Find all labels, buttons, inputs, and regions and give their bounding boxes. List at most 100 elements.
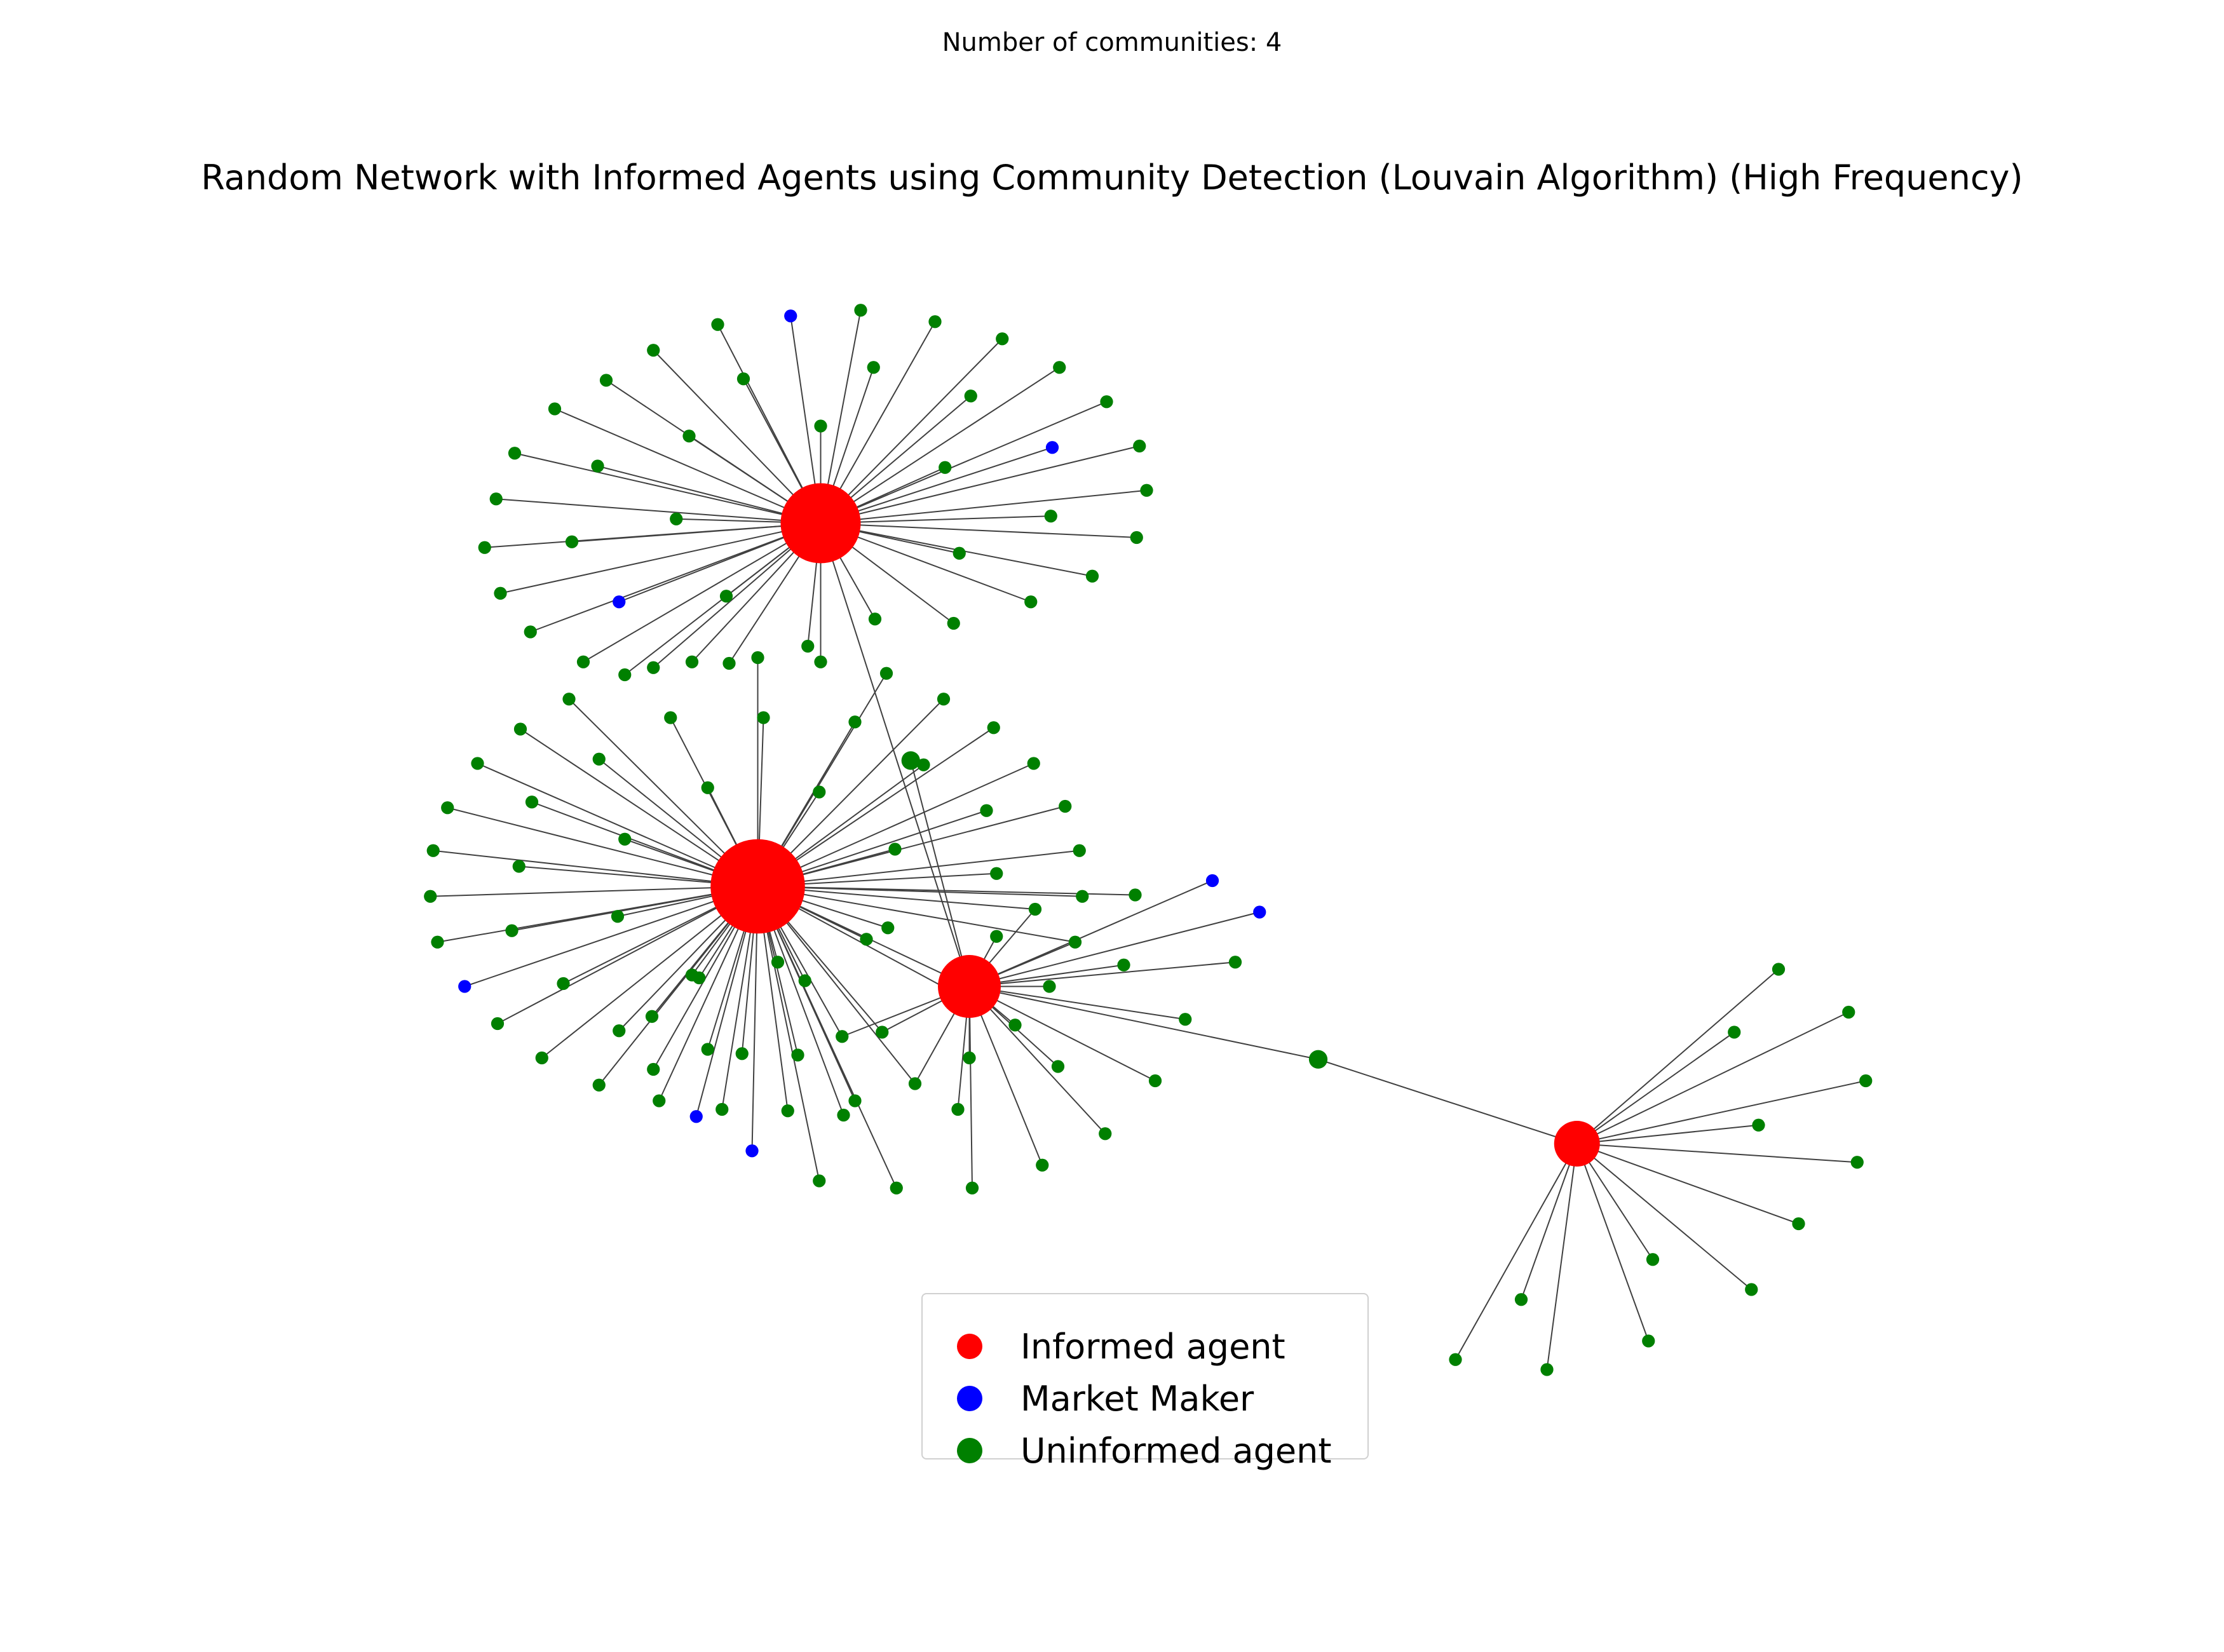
uninformed-agent-node — [1228, 956, 1242, 969]
edge — [757, 762, 1034, 887]
legend-item-market-maker: Market Maker — [923, 1373, 1254, 1424]
edge — [447, 807, 758, 887]
uninformed-agent-node — [1024, 595, 1038, 609]
uninformed-agent-node — [881, 921, 895, 935]
uninformed-agent-node — [592, 1078, 606, 1092]
edge — [820, 447, 1053, 524]
market-maker-node — [458, 980, 471, 993]
legend-marker-market-maker — [957, 1386, 982, 1411]
uninformed-agent-node — [1772, 963, 1786, 976]
uninformed-agent-node — [791, 1048, 804, 1062]
uninformed-agent-node — [613, 1024, 626, 1038]
uninformed-agent-node — [489, 492, 503, 506]
edge — [514, 452, 821, 524]
uninformed-agent-node — [937, 693, 951, 706]
edge — [1576, 968, 1779, 1144]
edge — [969, 985, 1319, 1060]
uninformed-agent-node — [1140, 484, 1153, 497]
informed-agent-node — [780, 483, 861, 564]
market-maker-node — [745, 1144, 759, 1158]
uninformed-agent-node — [1059, 799, 1072, 813]
uninformed-agent-node — [512, 860, 525, 873]
uninformed-agent-node — [964, 389, 977, 403]
uninformed-agent-node — [1085, 569, 1099, 583]
legend-label-uninformed: Uninformed agent — [1020, 1430, 1332, 1471]
uninformed-agent-node — [535, 1051, 548, 1065]
uninformed-agent-node — [611, 910, 625, 923]
edge — [969, 985, 1186, 1020]
edge — [500, 522, 821, 594]
uninformed-agent-node — [618, 668, 632, 682]
edge — [1576, 1012, 1849, 1144]
uninformed-agent-node — [1745, 1283, 1758, 1296]
uninformed-agent-node — [757, 711, 770, 724]
uninformed-agent-node — [1133, 439, 1146, 453]
uninformed-agent-node — [599, 374, 613, 387]
uninformed-agent-node — [645, 1010, 659, 1023]
uninformed-agent-node — [1117, 958, 1130, 972]
edge — [820, 489, 1147, 524]
edge — [437, 886, 758, 943]
edge — [820, 367, 1060, 524]
uninformed-agent-node — [592, 752, 606, 766]
uninformed-agent-node — [888, 843, 902, 856]
edge — [757, 886, 897, 1189]
uninformed-agent-node — [1100, 395, 1113, 409]
uninformed-agent-node — [491, 1017, 505, 1031]
edge — [1454, 1143, 1578, 1360]
uninformed-agent-node — [798, 974, 811, 987]
uninformed-agent-node — [947, 616, 960, 630]
uninformed-agent-node — [735, 1047, 749, 1060]
uninformed-agent-node — [701, 781, 714, 794]
edge — [653, 349, 822, 524]
uninformed-agent-node — [990, 867, 1003, 880]
uninformed-agent-node — [996, 332, 1009, 346]
uninformed-agent-node — [1027, 757, 1040, 770]
edge — [968, 985, 1106, 1134]
uninformed-agent-node — [987, 721, 1000, 735]
edge — [1576, 1124, 1759, 1144]
uninformed-agent-node — [1308, 1050, 1328, 1069]
uninformed-agent-node — [591, 459, 604, 473]
edge — [477, 762, 758, 887]
uninformed-agent-node — [813, 785, 826, 799]
uninformed-agent-node — [1076, 890, 1089, 903]
uninformed-agent-node — [860, 933, 873, 946]
uninformed-agent-node — [664, 711, 677, 724]
uninformed-agent-node — [736, 372, 750, 386]
legend-marker-uninformed — [957, 1438, 982, 1463]
edge — [1546, 1143, 1578, 1370]
uninformed-agent-node — [557, 977, 570, 991]
uninformed-agent-node — [682, 430, 696, 443]
edge — [554, 408, 821, 524]
edge — [1576, 1143, 1650, 1341]
uninformed-agent-node — [1008, 1019, 1022, 1032]
market-maker-node — [1045, 441, 1059, 454]
uninformed-agent-node — [1068, 935, 1082, 949]
chart-title: Random Network with Informed Agents usin… — [201, 158, 2023, 198]
uninformed-agent-node — [836, 1030, 849, 1043]
uninformed-agent-node — [647, 661, 660, 674]
legend-item-uninformed: Uninformed agent — [923, 1425, 1332, 1476]
uninformed-agent-node — [951, 1102, 965, 1116]
uninformed-agent-node — [814, 655, 827, 668]
edge — [820, 523, 970, 987]
uninformed-agent-node — [441, 801, 454, 815]
uninformed-agent-node — [722, 656, 736, 670]
edge — [1521, 1143, 1578, 1300]
informed-agent-node — [1554, 1121, 1600, 1167]
uninformed-agent-node — [939, 461, 952, 474]
uninformed-agent-node — [890, 1181, 903, 1195]
uninformed-agent-node — [701, 1043, 714, 1056]
edge — [497, 886, 758, 1024]
legend-label-informed: Informed agent — [1020, 1326, 1285, 1367]
uninformed-agent-node — [868, 613, 882, 626]
uninformed-agent-node — [1043, 980, 1056, 993]
uninformed-agent-node — [647, 344, 660, 357]
uninformed-agent-node — [1792, 1217, 1805, 1231]
edge — [430, 886, 758, 897]
edge-layer — [430, 310, 1866, 1370]
uninformed-agent-node — [524, 625, 537, 639]
uninformed-agent-node — [953, 546, 966, 560]
edge — [1576, 1143, 1752, 1290]
